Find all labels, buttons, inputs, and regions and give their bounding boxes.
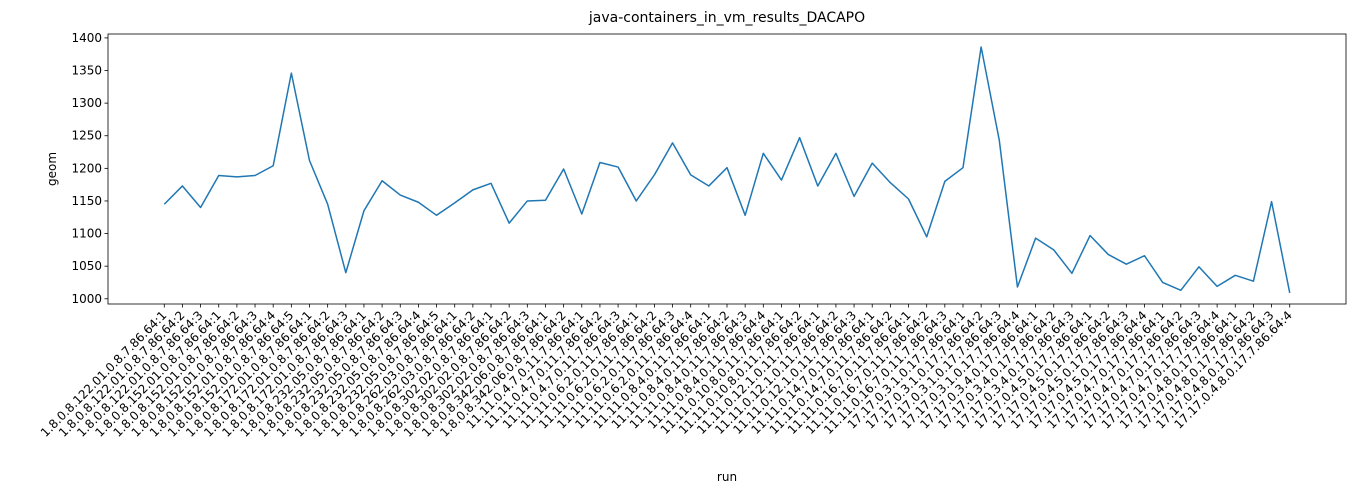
y-axis-label: geom (45, 152, 59, 186)
y-tick-label: 1050 (71, 259, 102, 273)
line (163, 46, 1291, 294)
y-tick-label: 1200 (71, 161, 102, 175)
y-tick-label: 1400 (71, 31, 102, 45)
y-tick-label: 1150 (71, 194, 102, 208)
y-tick-label: 1350 (71, 64, 102, 78)
y-tick-label: 1250 (71, 129, 102, 143)
plot-frame (107, 33, 1347, 305)
y-tick-label: 1300 (71, 96, 102, 110)
chart-title: java-containers_in_vm_results_DACAPO (588, 10, 865, 26)
y-tick-label: 1000 (71, 292, 102, 306)
y-tick-label: 1100 (71, 227, 102, 241)
x-axis-label: run (717, 470, 737, 484)
